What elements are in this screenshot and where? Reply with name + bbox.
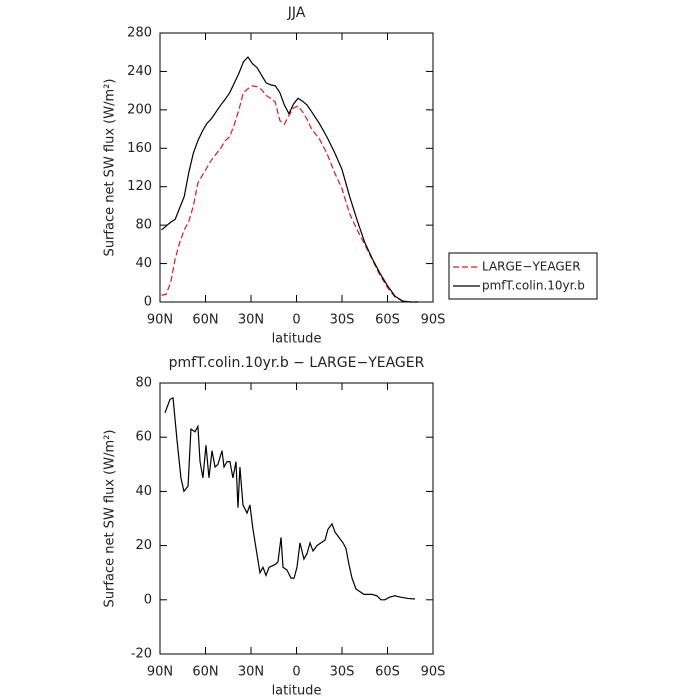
plot-frame (159, 32, 434, 303)
plot-frame (159, 382, 434, 655)
x-tick-label: 0 (292, 313, 300, 328)
x-tick-label: 30N (238, 313, 264, 328)
x-tick-label: 60S (375, 313, 400, 328)
legend-label: pmfT.colin.10yr.b (482, 279, 585, 293)
x-tick-label: 90S (421, 665, 446, 680)
x-tick-label: 60S (375, 665, 400, 680)
y-tick-label: 0 (144, 592, 152, 607)
y-tick-label: 200 (127, 102, 152, 117)
x-axis-label: latitude (272, 684, 322, 699)
y-tick-label: 80 (135, 218, 152, 233)
y-tick-label: 240 (127, 64, 152, 79)
data-line (164, 397, 415, 601)
y-axis-label: Surface net SW flux (W/m²) (103, 79, 118, 257)
x-tick-label: 0 (292, 665, 300, 680)
y-tick-label: 20 (135, 538, 152, 553)
x-tick-label: 60N (192, 665, 218, 680)
chart-title: JJA (287, 5, 306, 21)
x-tick-label: 30S (330, 665, 355, 680)
chart-title: pmfT.colin.10yr.b − LARGE−YEAGER (169, 355, 425, 371)
y-tick-label: 0 (144, 295, 152, 310)
x-tick-label: 30S (330, 313, 355, 328)
x-axis-label: latitude (272, 332, 322, 347)
y-tick-label: 60 (135, 430, 152, 445)
data-line (161, 56, 418, 303)
y-tick-label: 40 (135, 484, 152, 499)
y-tick-label: 160 (127, 141, 152, 156)
y-axis-label: Surface net SW flux (W/m²) (103, 430, 118, 608)
x-tick-label: 30N (238, 665, 264, 680)
x-tick-label: 90S (421, 313, 446, 328)
y-tick-label: -20 (131, 647, 152, 662)
y-tick-label: 80 (135, 376, 152, 391)
legend-label: LARGE−YEAGER (482, 260, 581, 274)
data-line (161, 85, 418, 303)
y-tick-label: 120 (127, 179, 152, 194)
x-tick-label: 90N (147, 665, 173, 680)
x-tick-label: 90N (147, 313, 173, 328)
x-tick-label: 60N (192, 313, 218, 328)
legend-box (448, 252, 598, 300)
y-tick-label: 280 (127, 26, 152, 41)
y-tick-label: 40 (135, 256, 152, 271)
